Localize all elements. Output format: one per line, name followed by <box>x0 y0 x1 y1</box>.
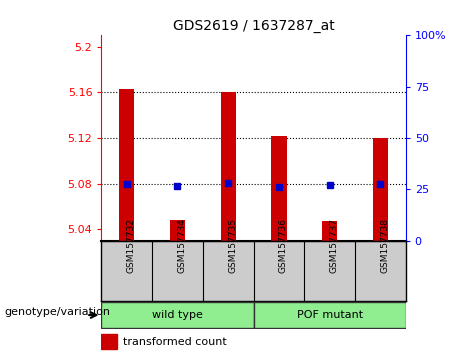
Text: GSM157738: GSM157738 <box>380 218 390 273</box>
Text: genotype/variation: genotype/variation <box>5 307 111 316</box>
Text: GSM157737: GSM157737 <box>330 218 339 273</box>
Bar <box>170 220 185 241</box>
Title: GDS2619 / 1637287_at: GDS2619 / 1637287_at <box>173 19 334 33</box>
FancyBboxPatch shape <box>254 302 406 328</box>
FancyBboxPatch shape <box>101 302 254 328</box>
Bar <box>220 92 236 241</box>
Text: GSM157735: GSM157735 <box>228 218 237 273</box>
Bar <box>322 221 337 241</box>
Bar <box>372 138 388 241</box>
Bar <box>271 136 287 241</box>
Bar <box>101 334 117 349</box>
Text: GSM157732: GSM157732 <box>127 218 136 273</box>
Text: wild type: wild type <box>152 310 203 320</box>
Text: POF mutant: POF mutant <box>296 310 363 320</box>
Text: GSM157734: GSM157734 <box>177 218 187 273</box>
Text: transformed count: transformed count <box>123 337 226 347</box>
Text: GSM157736: GSM157736 <box>279 218 288 273</box>
Bar <box>119 89 135 241</box>
